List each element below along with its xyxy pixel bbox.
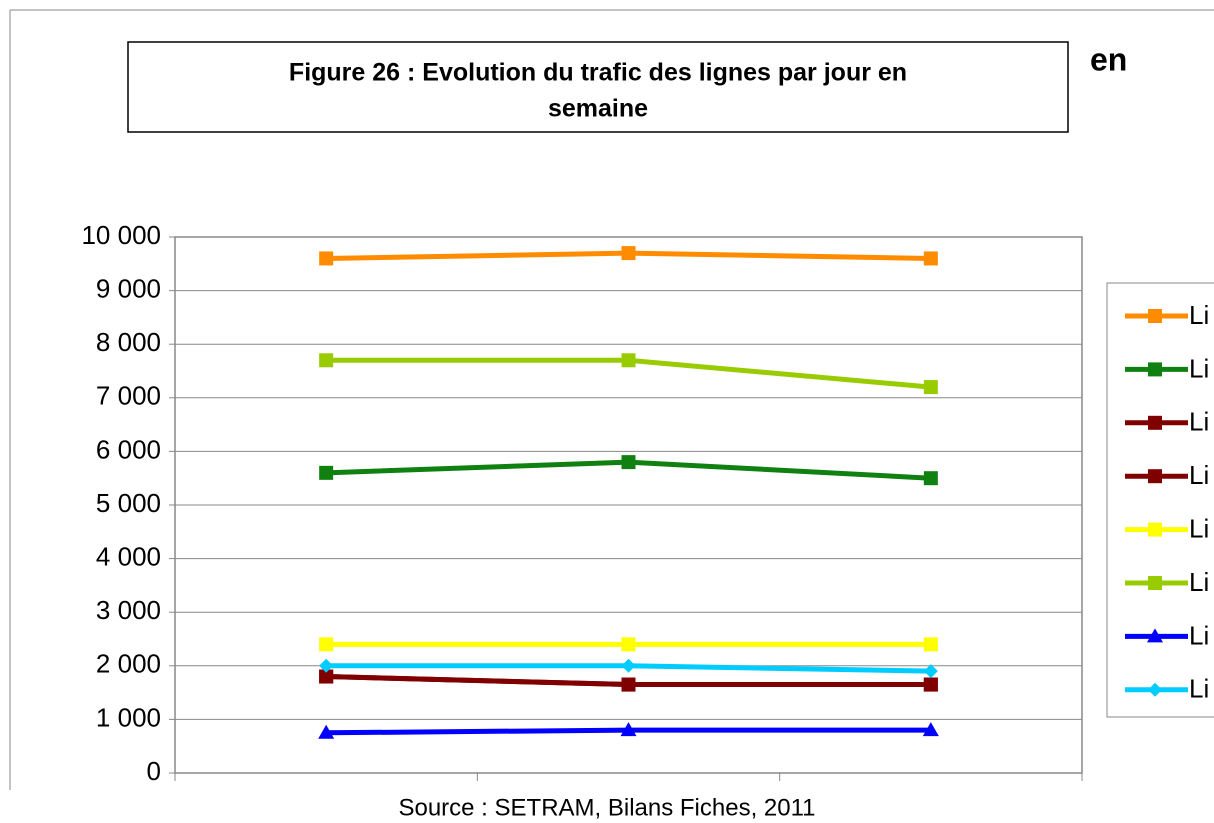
annotation: en bbox=[1090, 41, 1127, 77]
marker bbox=[621, 658, 636, 673]
y-tick-label: 2 000 bbox=[96, 649, 161, 679]
marker bbox=[319, 658, 334, 673]
marker bbox=[1147, 628, 1163, 643]
chart-title: semaine bbox=[548, 95, 648, 123]
marker bbox=[1148, 309, 1162, 323]
marker bbox=[1148, 522, 1162, 537]
marker bbox=[1148, 415, 1162, 430]
marker bbox=[621, 246, 636, 261]
y-tick-label: 5 000 bbox=[96, 488, 161, 518]
marker bbox=[621, 455, 636, 470]
legend-label: Li bbox=[1189, 407, 1209, 437]
marker bbox=[319, 353, 334, 368]
marker bbox=[621, 677, 636, 692]
y-tick-label: 6 000 bbox=[96, 434, 161, 464]
marker bbox=[319, 637, 334, 652]
plot-area bbox=[174, 236, 1083, 774]
title-box bbox=[127, 41, 1069, 133]
marker bbox=[1148, 576, 1162, 590]
y-tick-label: 3 000 bbox=[96, 595, 161, 625]
y-tick-label: 1 000 bbox=[96, 702, 161, 732]
legend-label: Li bbox=[1189, 460, 1209, 490]
marker bbox=[923, 251, 938, 266]
legend-label: Li bbox=[1189, 567, 1209, 597]
marker bbox=[923, 471, 938, 486]
marker bbox=[1148, 469, 1162, 484]
legend-label: Li bbox=[1189, 353, 1209, 383]
marker bbox=[318, 724, 335, 739]
legend-label: Li bbox=[1189, 513, 1209, 543]
marker bbox=[922, 722, 939, 737]
marker bbox=[923, 637, 938, 652]
legend-label: Li bbox=[1189, 674, 1209, 704]
legend-box bbox=[1106, 282, 1214, 718]
marker bbox=[319, 669, 334, 684]
marker bbox=[923, 380, 938, 395]
marker bbox=[319, 251, 334, 266]
marker bbox=[621, 637, 636, 652]
y-tick-label: 0 bbox=[147, 756, 161, 786]
marker bbox=[319, 465, 334, 480]
marker bbox=[923, 677, 938, 692]
marker bbox=[1148, 362, 1162, 377]
y-tick-label: 7 000 bbox=[96, 381, 161, 411]
y-tick-label: 9 000 bbox=[96, 273, 161, 303]
y-tick-label: 4 000 bbox=[96, 541, 161, 571]
marker bbox=[620, 722, 637, 737]
marker bbox=[923, 664, 938, 679]
y-tick-label: 8 000 bbox=[96, 327, 161, 357]
legend-label: Li bbox=[1189, 620, 1209, 650]
chart-title: Figure 26 : Evolution du trafic des lign… bbox=[289, 59, 907, 87]
source: Source : SETRAM, Bilans Fiches, 2011 bbox=[398, 794, 815, 821]
marker bbox=[1148, 682, 1162, 697]
marker bbox=[621, 353, 636, 368]
y-tick-label: 10 000 bbox=[81, 220, 161, 250]
legend-label: Li bbox=[1189, 300, 1209, 330]
